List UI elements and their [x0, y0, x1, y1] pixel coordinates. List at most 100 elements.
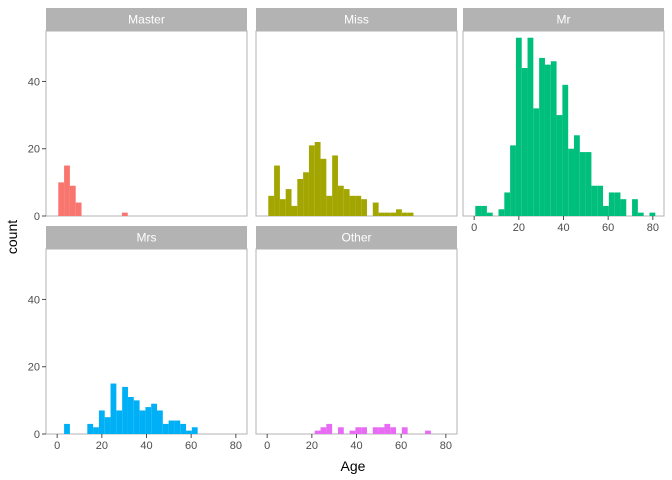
y-axis-title: count [4, 220, 20, 254]
histogram-bar [156, 410, 163, 434]
histogram-bar [332, 155, 338, 216]
facet-miss: Miss [255, 8, 458, 217]
x-tick-label: 60 [602, 222, 614, 234]
histogram-bar [133, 400, 140, 434]
histogram-bar [69, 185, 76, 216]
histogram-bar [372, 202, 379, 216]
histogram-bar [597, 185, 604, 216]
x-tick-label: 40 [350, 440, 362, 452]
histogram-bar [591, 185, 598, 216]
histogram-bar [127, 397, 134, 434]
x-tick-label: 0 [264, 440, 270, 452]
facet-strip-mr [463, 8, 664, 31]
facet-panel-mrs [45, 248, 248, 435]
histogram-bar [396, 209, 402, 216]
histogram-bar [145, 407, 152, 434]
histogram-bar [320, 158, 327, 216]
x-tick-label: 60 [395, 440, 407, 452]
facet-master: Master 0 20 40 [28, 8, 248, 223]
x-tick-label: 20 [513, 222, 525, 234]
histogram-bar [93, 427, 99, 434]
histogram-bar [285, 189, 292, 216]
histogram-bar [297, 179, 304, 216]
facet-panel-master [45, 30, 248, 217]
histogram-bar [425, 430, 431, 434]
facet-mr: Mr 0 20 40 60 80 [462, 8, 665, 234]
histogram-bar [562, 84, 569, 217]
histogram-bar [608, 192, 615, 216]
x-tick-label: 80 [647, 222, 659, 234]
x-tick-label: 20 [96, 440, 108, 452]
histogram-bar [390, 427, 397, 434]
histogram-bar [191, 427, 198, 434]
histogram-bar [372, 427, 379, 434]
histogram-bar [550, 61, 557, 216]
histogram-bar [355, 195, 362, 216]
facet-other: Other 0 20 40 60 80 [255, 226, 458, 452]
x-axis-title: Age [341, 458, 366, 474]
histogram-bar [337, 185, 344, 216]
histogram-bar [498, 209, 505, 216]
y-tick-label: 40 [28, 76, 40, 88]
facet-strip-mrs [46, 226, 247, 249]
histogram-bar [504, 192, 511, 216]
histogram-bar [527, 37, 534, 217]
histogram-bar [337, 427, 344, 434]
histogram-bar [314, 142, 321, 216]
histogram-bar [401, 212, 408, 216]
histogram-bar [585, 152, 592, 216]
x-tick-label: 0 [471, 222, 477, 234]
histogram-bar [326, 423, 333, 434]
histogram-bar [361, 427, 367, 434]
histogram-bar [539, 57, 545, 217]
histogram-bar [87, 423, 94, 434]
histogram-bar [98, 410, 105, 434]
histogram-bar [378, 212, 385, 216]
histogram-bar [614, 192, 621, 216]
histogram-bar [568, 148, 574, 216]
histogram-bar [110, 383, 117, 434]
y-tick-label: 20 [28, 144, 40, 156]
histogram-bar [620, 199, 627, 216]
histogram-bar [122, 386, 128, 434]
x-tick-label: 60 [185, 440, 197, 452]
facet-strip-label: Mrs [137, 231, 157, 245]
x-tick-label: 40 [140, 440, 152, 452]
x-tick-label: 40 [557, 222, 569, 234]
x-tick-label: 20 [306, 440, 318, 452]
histogram-bar [168, 420, 175, 434]
histogram-bar [116, 410, 123, 434]
histogram-bar [274, 165, 280, 216]
histogram-bar [390, 212, 397, 216]
histogram-bar [603, 205, 609, 216]
histogram-bar [291, 205, 298, 216]
x-tick-label: 80 [440, 440, 452, 452]
histogram-bar [384, 212, 391, 216]
facet-panels: Master 0 20 40 Miss Mr 0 20 40 60 80 Mrs 0 20 40 60 80 0 2… [28, 8, 665, 452]
x-tick-label: 0 [54, 440, 60, 452]
histogram-bar [649, 212, 656, 216]
histogram-bar [401, 427, 408, 434]
histogram-bar [279, 199, 286, 216]
histogram-bar [64, 423, 70, 434]
histogram-bar [486, 212, 493, 216]
histogram-bar [326, 195, 333, 216]
histogram-bar [180, 423, 187, 434]
histogram-bar [544, 64, 551, 217]
histogram-bar [104, 417, 111, 434]
histogram-bar [573, 135, 580, 216]
histogram-bar [637, 212, 644, 216]
histogram-bar [349, 195, 356, 216]
facet-strip-label: Miss [344, 13, 369, 27]
histogram-bar [355, 427, 362, 434]
histogram-bar [378, 427, 385, 434]
histogram-bar [308, 145, 315, 216]
facet-strip-miss [256, 8, 457, 31]
histogram-bar [632, 199, 638, 216]
y-tick-label: 40 [28, 294, 40, 306]
y-tick-label: 0 [34, 429, 40, 441]
histogram-bar [303, 172, 309, 216]
histogram-bar [121, 212, 128, 216]
histogram-bar [186, 430, 192, 434]
